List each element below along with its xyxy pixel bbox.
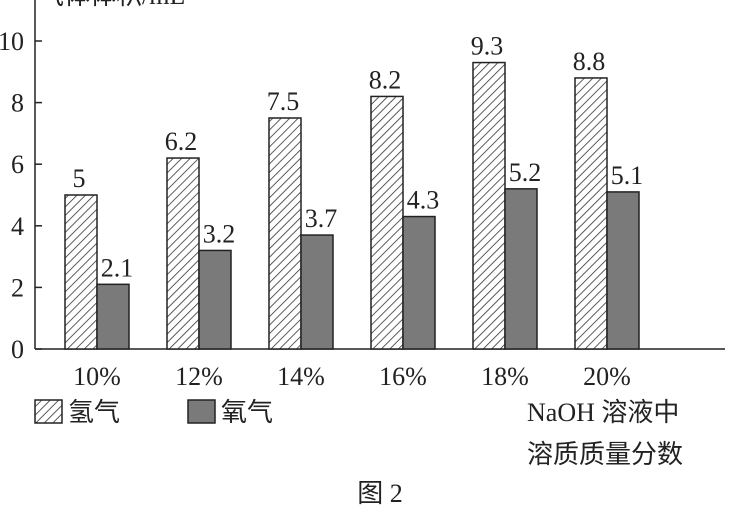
bar (606, 191, 640, 350)
x-tick-label: 16% (379, 362, 427, 391)
value-label: 6.2 (165, 127, 198, 156)
bar (472, 61, 506, 350)
bar (402, 215, 436, 350)
x-tick-label: 18% (481, 362, 529, 391)
value-label: 5 (73, 164, 86, 193)
x-tick-label: 10% (73, 362, 121, 391)
value-label: 8.2 (369, 65, 402, 94)
legend-label: 氢气 (68, 398, 120, 427)
y-tick-label: 4 (11, 212, 24, 241)
y-tick-label: 8 (11, 89, 24, 118)
value-label: 3.7 (305, 204, 338, 233)
value-label: 4.3 (407, 186, 440, 215)
x-tick-label: 14% (277, 362, 325, 391)
value-label: 5.1 (611, 161, 644, 190)
y-axis-label: 气体体积/mL (38, 0, 185, 10)
value-label: 3.2 (203, 219, 236, 248)
bar (166, 157, 200, 350)
value-label: 9.3 (471, 32, 504, 61)
x-tick-label: 20% (583, 362, 631, 391)
value-label: 8.8 (573, 47, 606, 76)
value-label: 2.1 (101, 253, 134, 282)
value-label: 7.5 (267, 87, 300, 116)
legend-label: 氧气 (221, 398, 273, 427)
bar (96, 283, 130, 350)
x-tick-label: 12% (175, 362, 223, 391)
bar (198, 249, 232, 350)
bar (370, 95, 404, 350)
bar (504, 188, 538, 350)
y-tick-label: 10 (0, 27, 24, 56)
y-tick-label: 2 (11, 273, 24, 302)
caption: 图 2 (357, 479, 403, 508)
value-label: 5.2 (509, 158, 542, 187)
x-axis-label: NaOH 溶液中 (527, 398, 679, 427)
legend-swatch (34, 399, 63, 424)
y-tick-label: 6 (11, 150, 24, 179)
bar (268, 117, 302, 350)
legend-swatch (187, 399, 216, 424)
bar (574, 77, 608, 350)
x-axis-label: 溶质质量分数 (527, 440, 683, 469)
bar (300, 234, 334, 350)
bar (64, 194, 98, 350)
y-tick-label: 0 (11, 335, 24, 364)
